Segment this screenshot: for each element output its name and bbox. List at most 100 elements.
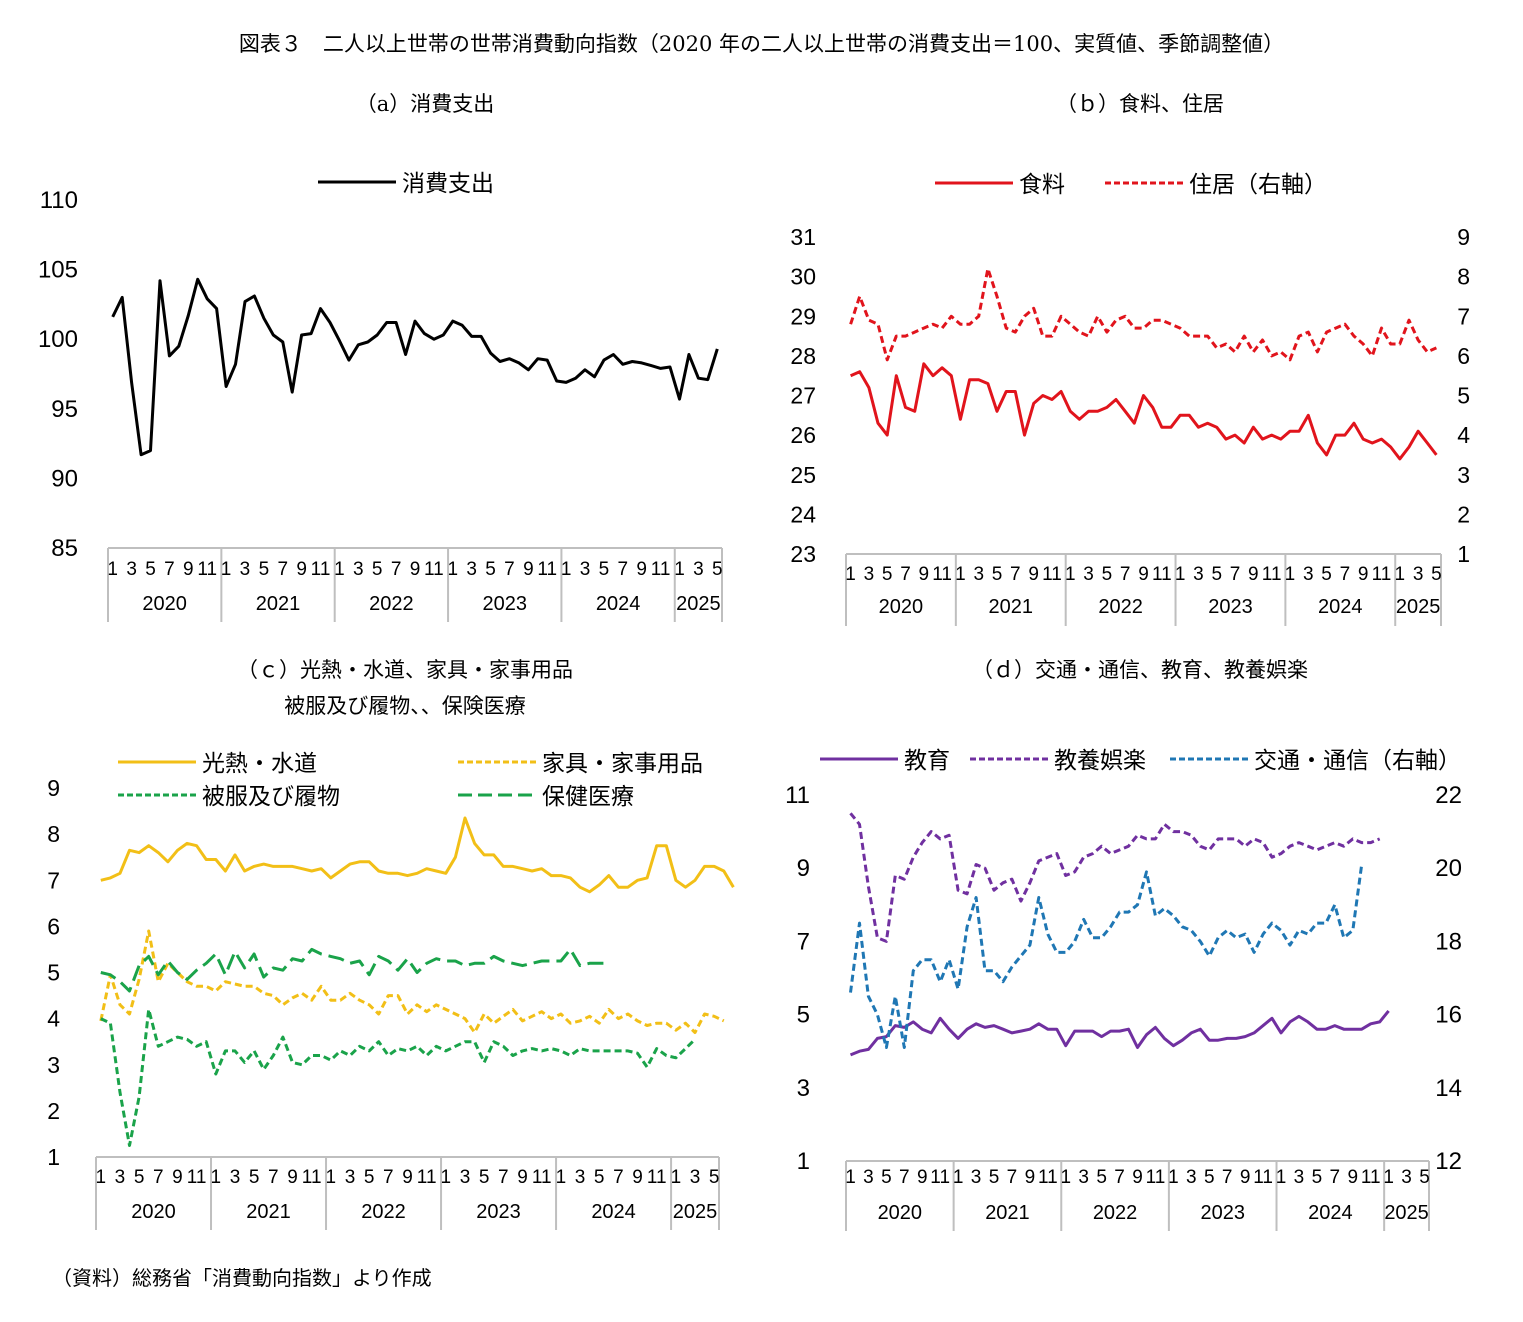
chart-b-month-label: 1: [1175, 564, 1186, 585]
chart-a-ytick-label: 105: [38, 257, 78, 284]
chart-b-month-label: 7: [1230, 564, 1241, 585]
chart-c-ytick-label: 4: [47, 1006, 60, 1032]
chart-d-month-label: 3: [1401, 1167, 1412, 1188]
chart-a-legend-label: 消費支出: [402, 170, 494, 196]
chart-c-month-label: 7: [498, 1167, 509, 1188]
chart-a-month-label: 9: [523, 559, 534, 580]
chart-a-month-label: 11: [424, 559, 444, 580]
chart-a-month-label: 5: [259, 559, 270, 580]
subtitle-c-line2: 被服及び履物、、保険医療: [284, 694, 526, 718]
figure-title: 図表３ 二人以上世帯の世帯消費動向指数（2020 年の二人以上世帯の消費支出＝1…: [238, 32, 1285, 56]
chart-b-ytick-label: 31: [790, 224, 816, 250]
chart-c-month-label: 7: [268, 1167, 279, 1188]
chart-d-y2tick-label: 18: [1435, 928, 1462, 955]
chart-d-ytick-label: 9: [797, 855, 810, 882]
chart-d-ytick-label: 11: [785, 782, 810, 809]
chart-a-year-label: 2025: [676, 593, 721, 615]
chart-b-month-label: 11: [1152, 564, 1172, 585]
chart-b-month-label: 5: [1321, 564, 1332, 585]
chart-c-month-label: 3: [460, 1167, 471, 1188]
chart-d-month-label: 5: [1096, 1167, 1107, 1188]
chart-a-month-label: 5: [145, 559, 156, 580]
chart-b-legend-label: 食料: [1019, 171, 1065, 197]
chart-a-month-label: 3: [580, 559, 591, 580]
chart-a-month-label: 9: [183, 559, 194, 580]
chart-a-month-label: 9: [296, 559, 307, 580]
chart-d-ytick-label: 5: [797, 1002, 810, 1029]
chart-b-month-label: 9: [1138, 564, 1149, 585]
chart-c-year-label: 2022: [361, 1201, 406, 1223]
chart-d-year-label: 2023: [1200, 1202, 1245, 1224]
chart-b-month-label: 1: [1395, 564, 1406, 585]
chart-c-series-line-1: [99, 929, 725, 1034]
chart-b-year-label: 2024: [1318, 596, 1363, 618]
chart-c-month-label: 5: [364, 1167, 375, 1188]
chart-b-ytick-label: 26: [790, 422, 816, 448]
chart-b-month-label: 11: [1042, 564, 1062, 585]
chart-b-month-label: 7: [1010, 564, 1021, 585]
chart-c-month-label: 3: [345, 1167, 356, 1188]
chart-b-month-label: 3: [1193, 564, 1204, 585]
chart-a-month-label: 1: [334, 559, 345, 580]
chart-a-month-label: 3: [466, 559, 477, 580]
chart-d-month-label: 11: [1361, 1167, 1381, 1188]
chart-a-year-label: 2023: [482, 593, 527, 615]
chart-d-month-label: 11: [1146, 1167, 1166, 1188]
chart-a-month-label: 3: [240, 559, 251, 580]
chart-a-ytick-label: 85: [51, 535, 78, 562]
chart-d-series-line-1: [849, 812, 1381, 943]
chart-a-month-label: 1: [674, 559, 685, 580]
chart-b-month-label: 11: [1262, 564, 1282, 585]
chart-d-year-label: 2021: [985, 1202, 1030, 1224]
chart-d-month-label: 7: [899, 1167, 910, 1188]
chart-b-ytick-label: 25: [790, 462, 816, 488]
chart-c-series-line-0: [100, 816, 735, 894]
chart-b-year-label: 2023: [1208, 596, 1253, 618]
chart-c-series-line-3: [100, 947, 609, 993]
chart-b-y2tick-label: 3: [1457, 462, 1470, 488]
chart-c-month-label: 5: [134, 1167, 145, 1188]
chart-c-month-label: 3: [230, 1167, 241, 1188]
chart-a-month-label: 5: [372, 559, 383, 580]
chart-d-y2tick-label: 12: [1435, 1148, 1462, 1175]
chart-a-month-label: 5: [485, 559, 496, 580]
chart-d-month-label: 11: [1253, 1167, 1273, 1188]
chart-c-month-label: 1: [96, 1167, 107, 1188]
chart-d-y2tick-label: 20: [1435, 855, 1462, 882]
subtitle-c: （ｃ）光熱・水道、家具・家事用品: [237, 658, 573, 682]
chart-c-month-label: 11: [302, 1167, 322, 1188]
chart-a-month-label: 11: [537, 559, 557, 580]
chart-a-ytick-label: 100: [38, 326, 78, 353]
chart-d-month-label: 5: [881, 1167, 892, 1188]
source-note: （資料）総務省「消費動向指数」より作成: [52, 1266, 432, 1290]
chart-d-month-label: 7: [1007, 1167, 1018, 1188]
chart-b-month-label: 5: [1102, 564, 1113, 585]
chart-d-month-label: 1: [1383, 1167, 1394, 1188]
chart-c-series-line-2: [100, 1007, 697, 1147]
chart-d-month-label: 3: [1294, 1167, 1305, 1188]
chart-c-legend-label: 被服及び履物: [202, 783, 340, 809]
chart-c-year-label: 2023: [476, 1201, 521, 1223]
chart-a-month-label: 11: [651, 559, 671, 580]
chart-d-month-label: 1: [845, 1167, 856, 1188]
chart-d-month-label: 9: [1025, 1167, 1036, 1188]
chart-d-month-label: 5: [1312, 1167, 1323, 1188]
chart-a-month-label: 9: [410, 559, 421, 580]
chart-d-month-label: 1: [1060, 1167, 1071, 1188]
chart-d-month-label: 5: [989, 1167, 1000, 1188]
chart-c-ytick-label: 2: [47, 1098, 60, 1124]
chart-b-month-label: 1: [1285, 564, 1296, 585]
chart-c-month-label: 9: [632, 1167, 643, 1188]
chart-b-month-label: 5: [882, 564, 893, 585]
chart-b-series-line-0: [849, 362, 1438, 461]
chart-d-month-label: 5: [1419, 1167, 1430, 1188]
chart-b-series-line-1: [849, 267, 1438, 362]
chart-b-month-label: 3: [1413, 564, 1424, 585]
chart-a-month-label: 3: [126, 559, 137, 580]
chart-d-year-label: 2025: [1384, 1202, 1429, 1224]
chart-d-y2tick-label: 16: [1435, 1002, 1462, 1029]
chart-c-month-label: 11: [532, 1167, 552, 1188]
chart-d-month-label: 1: [953, 1167, 964, 1188]
chart-c-month-label: 1: [671, 1167, 682, 1188]
chart-d-y2tick-label: 14: [1435, 1075, 1462, 1102]
